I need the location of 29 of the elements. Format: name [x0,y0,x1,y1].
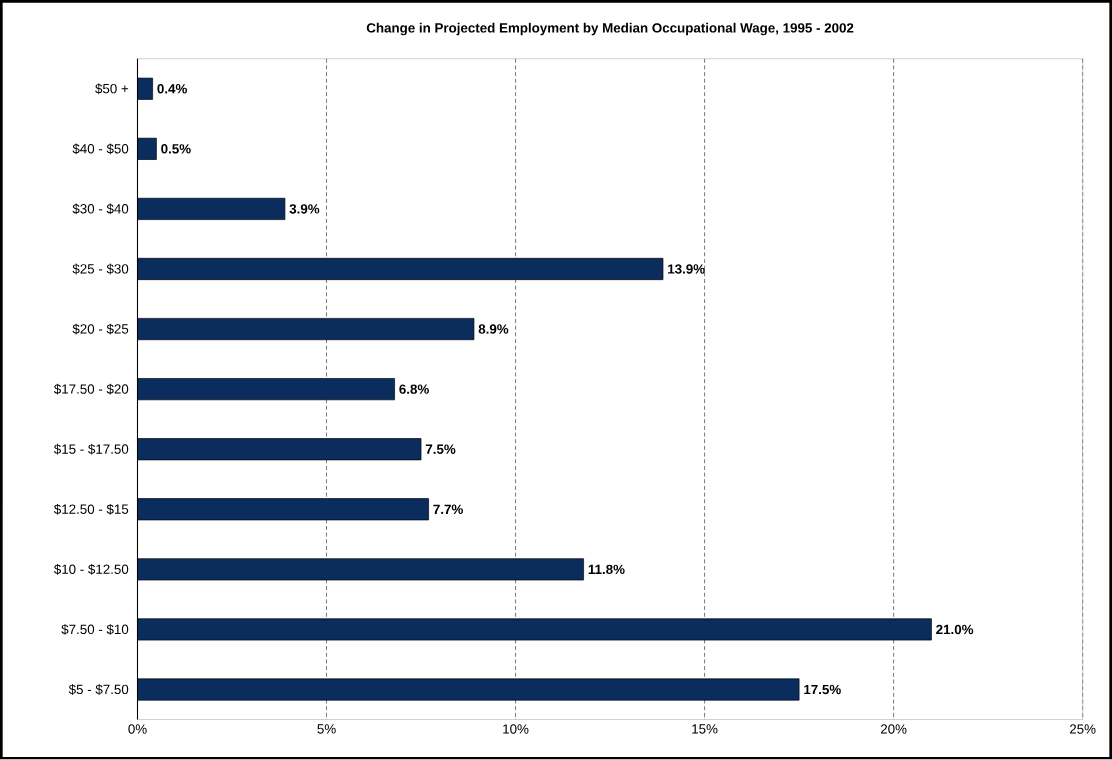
chart-title: Change in Projected Employment by Median Occupational Wage, 1995 - 2002 [366,23,854,36]
data-label: 21.0% [936,624,974,635]
x-tick-label: 20% [880,724,907,734]
x-tick-label: 25% [1069,724,1096,734]
x-tick-label: 5% [317,724,336,734]
y-tick-label: $7.50 - $10 [61,624,129,636]
data-label: 8.9% [478,324,509,334]
x-tick-label: 10% [503,724,529,734]
y-tick-label: $12.50 - $15 [53,504,129,515]
data-label: 3.9% [289,204,320,214]
y-tick-label: $25 - $30 [72,263,129,275]
y-tick-label: $30 - $40 [72,203,129,215]
y-tick-label: $10 - $12.50 [53,564,129,575]
data-label: 7.5% [425,444,456,455]
y-tick-label: $5 - $7.50 [68,684,129,696]
y-tick-label: $40 - $50 [72,143,129,155]
y-tick-label: $50 + [95,83,129,95]
data-label: 0.5% [161,144,191,154]
data-label: 17.5% [804,684,841,695]
y-tick-label: $15 - $17.50 [53,444,129,455]
y-tick-label: $17.50 - $20 [53,383,129,395]
data-label: 6.8% [399,384,429,395]
y-tick-label: $20 - $25 [72,323,129,335]
data-label: 7.7% [433,504,463,515]
x-tick-label: 0% [128,724,147,734]
data-label: 0.4% [157,84,187,94]
data-label: 13.9% [668,264,705,274]
data-label: 11.8% [588,564,625,575]
x-tick-label: 15% [692,724,718,734]
